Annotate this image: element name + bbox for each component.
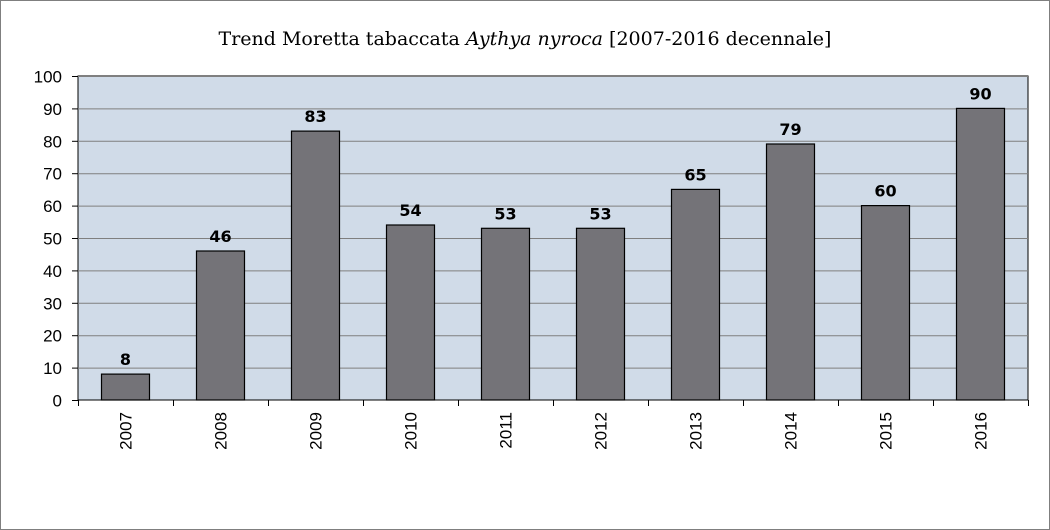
- y-tick-label: 50: [43, 230, 62, 249]
- data-label-2009: 83: [304, 107, 326, 126]
- data-label-2007: 8: [120, 350, 131, 369]
- data-label-2008: 46: [209, 227, 231, 246]
- chart-title-prefix: Trend Moretta tabaccata: [218, 28, 466, 50]
- data-label-2013: 65: [684, 165, 706, 184]
- bar-2007: [100, 373, 151, 401]
- data-label-2010: 54: [399, 201, 421, 220]
- y-tick-label: 70: [43, 165, 62, 184]
- bars: [100, 107, 1006, 401]
- bar-2014: [765, 143, 816, 401]
- data-labels: 8 46 83 54 53 53 65 79 60 90: [120, 84, 992, 369]
- bar-2012: [575, 227, 626, 401]
- bar-2008: [195, 250, 246, 401]
- x-tick-label-2008: 2008: [212, 412, 231, 450]
- x-tick-label-2014: 2014: [782, 412, 801, 450]
- x-tick-labels: 2007 2008 2009 2010 2011 2012 2013 2014 2015 2016: [117, 412, 991, 450]
- x-tick-label-2007: 2007: [117, 412, 136, 450]
- data-label-2014: 79: [779, 120, 801, 139]
- y-tick-label: 40: [43, 262, 62, 281]
- y-tick-label: 100: [34, 68, 62, 87]
- bar-2010: [385, 224, 436, 401]
- y-tick-label: 60: [43, 197, 62, 216]
- x-tick-label-2015: 2015: [877, 412, 896, 450]
- data-label-2015: 60: [874, 182, 896, 201]
- y-tick-label: 0: [53, 392, 62, 411]
- y-tick-label: 30: [43, 294, 62, 313]
- bar-2011: [480, 227, 531, 401]
- bar-2013: [670, 188, 721, 401]
- data-label-2011: 53: [494, 204, 516, 223]
- bar-2016: [955, 107, 1006, 401]
- bar-2009: [290, 130, 341, 401]
- y-tick-label: 10: [43, 359, 62, 378]
- x-tick-label-2011: 2011: [497, 412, 516, 449]
- y-tick-label: 90: [43, 100, 62, 119]
- data-label-2012: 53: [589, 204, 611, 223]
- x-tick-label-2010: 2010: [402, 412, 421, 450]
- chart-title-suffix: [2007-2016 decennale]: [603, 28, 832, 50]
- x-tick-label-2009: 2009: [307, 412, 326, 450]
- y-tick-labels: 0 10 20 30 40 50 60 70 80 90 100: [34, 68, 62, 411]
- x-tick-label-2013: 2013: [687, 412, 706, 450]
- chart-title: Trend Moretta tabaccata Aythya nyroca [2…: [0, 28, 1050, 50]
- data-label-2016: 90: [969, 84, 991, 103]
- bar-2015: [860, 205, 911, 401]
- chart-title-species: Aythya nyroca: [465, 28, 604, 50]
- axes: [72, 76, 1029, 406]
- x-tick-label-2012: 2012: [592, 412, 611, 450]
- x-tick-label-2016: 2016: [972, 412, 991, 450]
- y-tick-label: 80: [43, 132, 62, 151]
- y-tick-label: 20: [43, 327, 62, 346]
